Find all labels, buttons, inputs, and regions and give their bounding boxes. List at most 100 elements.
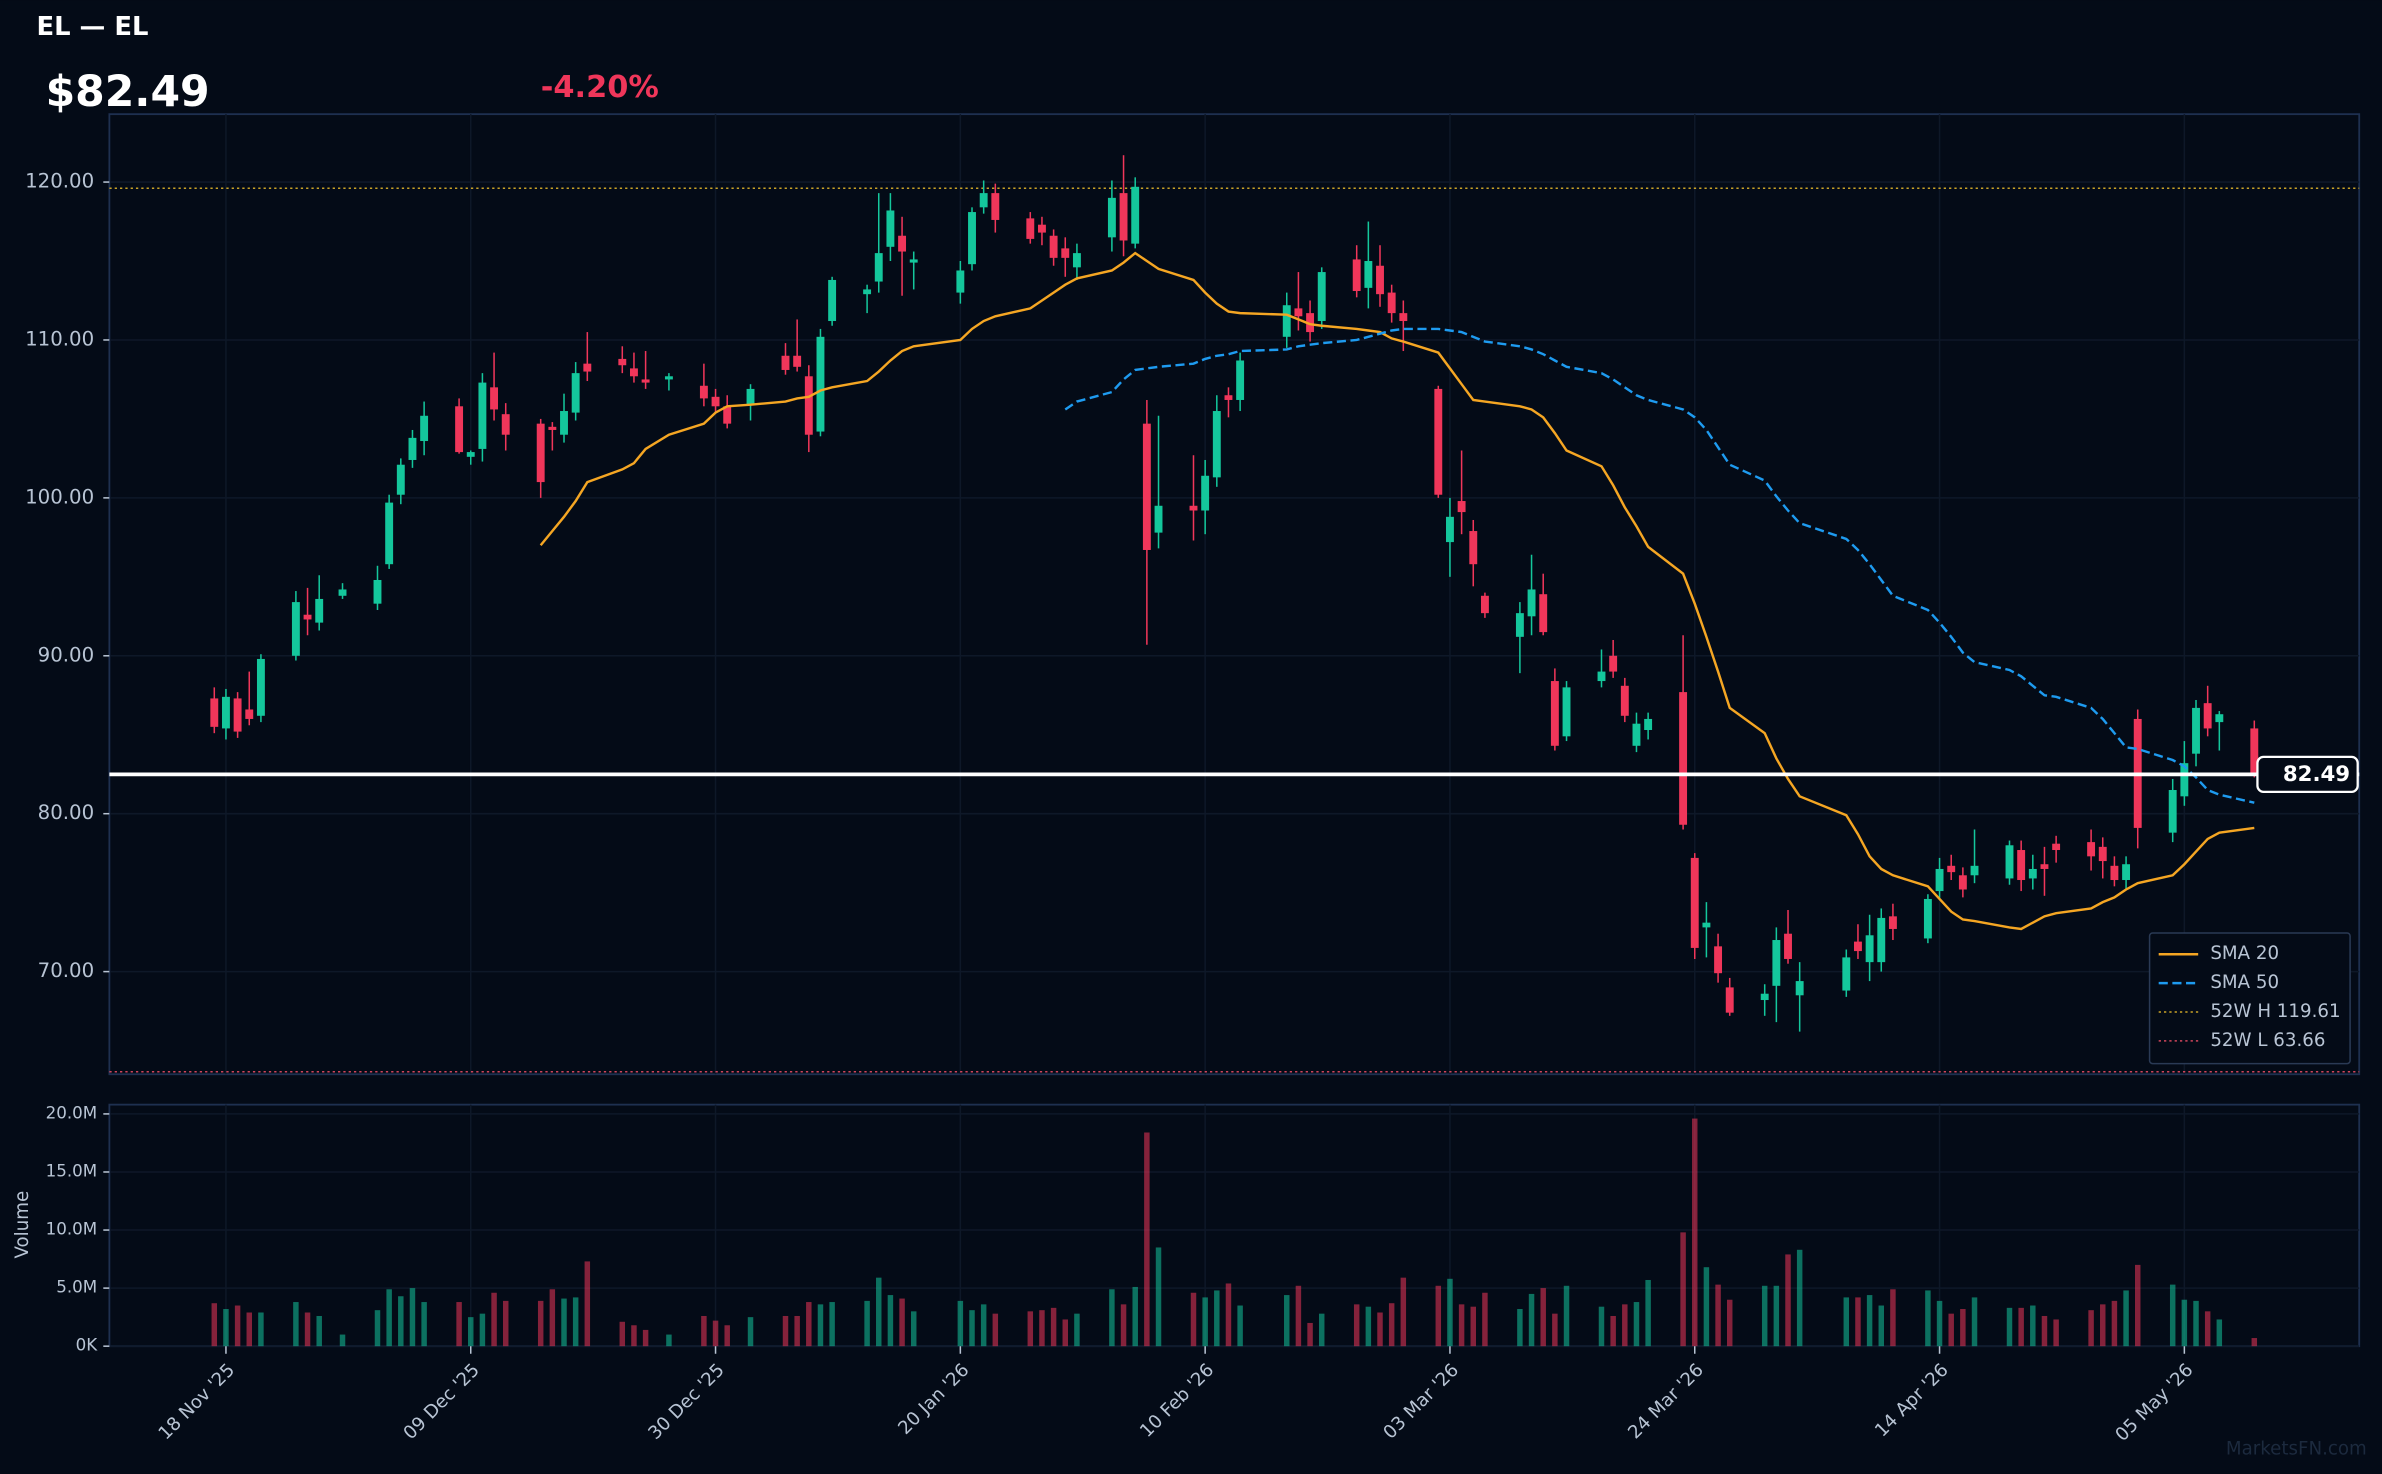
volume-bar — [2041, 1315, 2048, 1347]
volume-bar — [1563, 1285, 1570, 1347]
candle-body — [466, 452, 475, 457]
candle-body — [583, 363, 592, 372]
volume-bar — [1948, 1313, 1954, 1347]
volume-bar — [1120, 1304, 1127, 1347]
candle-body — [420, 415, 429, 442]
volume-bar — [980, 1304, 987, 1347]
candle-body — [315, 598, 324, 623]
volume-bar — [2006, 1307, 2013, 1347]
candle-body — [1935, 868, 1944, 892]
candle-body — [233, 698, 242, 732]
volume-bar — [2204, 1311, 2211, 1347]
volume-bar — [502, 1300, 509, 1347]
candle-body — [490, 387, 499, 410]
candle-body — [210, 698, 219, 727]
candle-body — [1142, 423, 1151, 550]
y-tick-label: 100.00 — [25, 485, 94, 508]
volume-bar — [211, 1303, 218, 1347]
candle-body — [2017, 850, 2026, 881]
volume-bar — [1936, 1300, 1943, 1347]
candle-body — [1317, 272, 1326, 322]
volume-bar — [1785, 1254, 1791, 1347]
volume-bar — [316, 1315, 322, 1347]
candle-body — [1842, 957, 1851, 991]
volume-bar — [1388, 1303, 1395, 1347]
volume-bar — [2111, 1300, 2118, 1347]
volume-bar — [2088, 1310, 2094, 1347]
volume-bar — [1866, 1295, 1873, 1347]
volume-bar — [1633, 1302, 1640, 1347]
legend — [2148, 932, 2351, 1065]
legend-label: 52W H 119.61 — [2210, 1001, 2340, 1022]
volume-bar — [701, 1315, 707, 1347]
volume-bar — [2169, 1284, 2176, 1347]
y-tick-label: 90.00 — [38, 643, 95, 666]
volume-bar — [456, 1302, 462, 1347]
volume-bar — [642, 1329, 649, 1347]
volume-bar — [1074, 1313, 1080, 1347]
volume-bar — [1960, 1309, 1966, 1347]
candle-body — [863, 289, 872, 295]
candle-body — [548, 426, 557, 430]
candle-body — [1515, 613, 1524, 637]
candle-body — [1189, 505, 1198, 511]
candle-body — [2192, 707, 2200, 754]
volume-bar — [2053, 1319, 2059, 1347]
candle-body — [1294, 308, 1303, 317]
volume-bar — [2181, 1299, 2188, 1347]
volume-bar — [876, 1277, 882, 1347]
candle-body — [699, 385, 708, 399]
candle-body — [2180, 763, 2189, 797]
y-tick-label: 110.00 — [25, 327, 94, 350]
volume-bar — [806, 1302, 812, 1347]
candle-body — [1038, 224, 1046, 233]
last-price-label: 82.49 — [2283, 762, 2350, 787]
candle-body — [886, 210, 895, 247]
volume-bar — [572, 1297, 579, 1347]
volume-bar — [2100, 1304, 2106, 1347]
candle-body — [828, 279, 837, 322]
volume-bar — [1540, 1288, 1546, 1347]
candle-body — [1725, 987, 1734, 1013]
volume-bar — [234, 1305, 241, 1347]
candle-body — [245, 709, 254, 719]
candle-body — [1376, 265, 1384, 295]
volume-bar — [724, 1325, 730, 1347]
volume-bar — [1703, 1267, 1710, 1347]
candle-body — [1923, 898, 1932, 939]
volume-bar — [1155, 1247, 1162, 1347]
candle-body — [874, 253, 883, 282]
volume-bar — [1190, 1292, 1197, 1347]
candle-body — [1446, 516, 1454, 543]
volume-bar — [1458, 1304, 1465, 1347]
volume-tick-label: 10.0M — [46, 1219, 98, 1239]
candle-body — [2203, 703, 2212, 729]
volume-tick-label: 5.0M — [56, 1277, 97, 1297]
candle-body — [303, 614, 312, 620]
volume-bar — [1925, 1290, 1931, 1347]
volume-bar — [339, 1334, 346, 1347]
candle-body — [746, 388, 755, 405]
volume-bar — [1855, 1297, 1861, 1347]
candle-body — [2215, 714, 2224, 723]
volume-bar — [1692, 1118, 1698, 1347]
candle-body — [455, 406, 464, 453]
volume-bar — [1039, 1310, 1045, 1347]
candle-body — [1958, 875, 1967, 890]
candle-body — [1609, 655, 1618, 672]
moving-average-line — [1064, 327, 2255, 804]
candle-body — [1061, 248, 1070, 258]
change: -4.20% — [541, 70, 659, 105]
volume-bar — [829, 1302, 835, 1347]
candle-body — [1457, 501, 1466, 513]
volume-bar — [1225, 1283, 1232, 1347]
candle-body — [478, 382, 487, 449]
candle-body — [1154, 505, 1163, 533]
candle-body — [1562, 687, 1571, 737]
candle-body — [1107, 197, 1116, 238]
candle-body — [968, 212, 976, 265]
volume-bar — [1971, 1297, 1978, 1347]
candle-body — [1620, 685, 1629, 716]
candle-body — [256, 658, 265, 716]
